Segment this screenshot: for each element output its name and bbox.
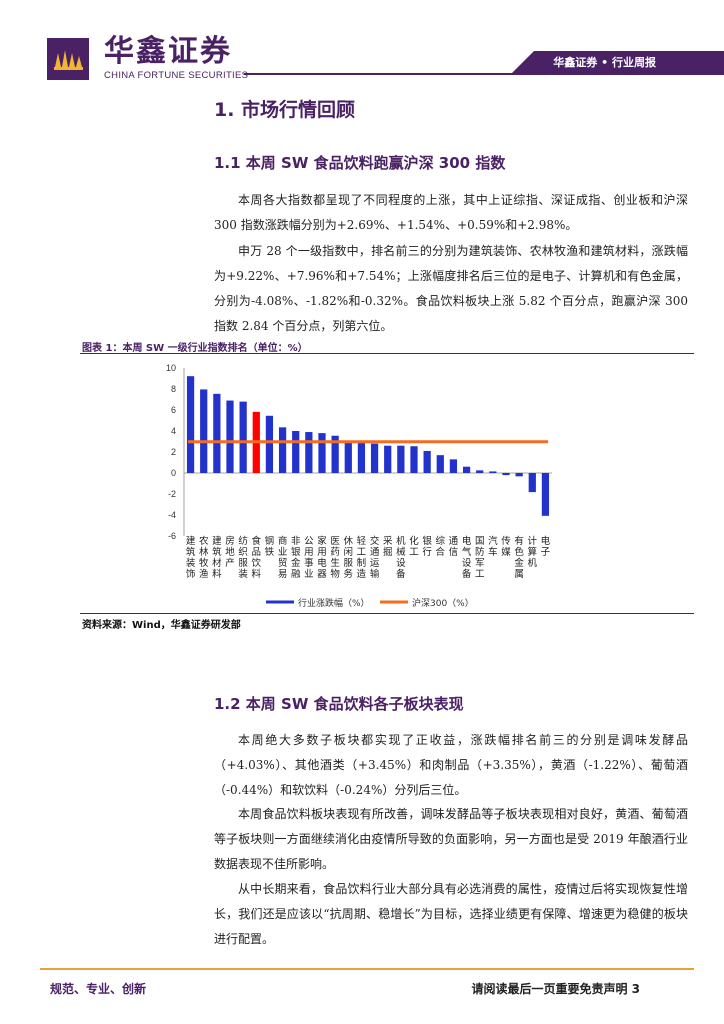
bar-家用电器 bbox=[318, 433, 326, 473]
x-tick-label: 传媒 bbox=[501, 535, 511, 558]
bar-交通运输 bbox=[370, 443, 379, 473]
bar-公用事业 bbox=[305, 432, 313, 473]
bar-银行 bbox=[423, 450, 431, 473]
y-tick-label: 0 bbox=[171, 468, 176, 478]
x-tick-label: 医药生物 bbox=[330, 536, 340, 580]
bar-综合 bbox=[436, 455, 444, 473]
report-tag-label: 华鑫证券 • 行业周报 bbox=[553, 56, 656, 69]
y-tick-label: 6 bbox=[171, 405, 176, 415]
x-tick-label: 钢铁 bbox=[265, 535, 275, 558]
bar-房地产 bbox=[226, 400, 234, 473]
x-tick-label: 休闲服务 bbox=[344, 535, 354, 580]
x-tick-label: 建筑装饰 bbox=[186, 535, 196, 580]
bar-通信 bbox=[449, 459, 458, 473]
bar-机械设备 bbox=[397, 445, 405, 473]
y-tick-label: -4 bbox=[168, 510, 176, 520]
bar-国防军工 bbox=[476, 470, 484, 473]
x-tick-label: 轻工制造 bbox=[357, 535, 367, 580]
x-tick-label: 电气设备 bbox=[462, 535, 472, 580]
section-1-title: 1. 市场行情回顾 bbox=[214, 99, 356, 121]
bar-医药生物 bbox=[331, 435, 339, 473]
y-tick-label: 10 bbox=[166, 363, 176, 373]
x-tick-label: 纺织服装 bbox=[238, 535, 248, 580]
x-tick-label: 家用电器 bbox=[317, 535, 327, 580]
bar-建筑材料 bbox=[213, 393, 221, 473]
bar-商业贸易 bbox=[278, 427, 287, 473]
x-tick-label: 公用事业 bbox=[304, 536, 314, 580]
x-tick-label: 食品饮料 bbox=[252, 535, 262, 580]
bar-电气设备 bbox=[462, 466, 471, 473]
y-tick-label: 4 bbox=[171, 426, 176, 436]
x-tick-label: 国防军工 bbox=[475, 536, 485, 580]
figure-bottom-rule bbox=[80, 613, 694, 614]
legend-line-label: 沪深300（%） bbox=[412, 597, 474, 609]
x-tick-label: 机械设备 bbox=[396, 535, 406, 580]
bar-传媒 bbox=[502, 473, 510, 476]
x-tick-label: 计算机 bbox=[528, 535, 538, 569]
bar-化工 bbox=[410, 446, 418, 473]
x-tick-label: 非银金融 bbox=[291, 535, 301, 580]
section-1-2-paragraph-2: 本周食品饮料板块表现有所改善，调味发酵品等子板块表现相对良好，黄酒、葡萄酒等子板… bbox=[214, 807, 688, 871]
y-tick-label: -2 bbox=[168, 489, 176, 499]
figure-1-source: 资料来源：Wind，华鑫证券研发部 bbox=[82, 620, 241, 631]
x-tick-label: 银行 bbox=[422, 535, 432, 558]
section-1-1-title: 1.1 本周 SW 食品饮料跑赢沪深 300 指数 bbox=[214, 154, 506, 172]
bar-纺织服装 bbox=[239, 401, 247, 473]
bar-电子 bbox=[541, 473, 550, 516]
logo-english-text: CHINA FORTUNE SECURITIES bbox=[104, 70, 249, 81]
section-1-2-paragraph-1: 本周绝大多数子板块都实现了正收益，涨跌幅排名前三的分别是调味发酵品（+4.03%… bbox=[214, 733, 688, 797]
x-tick-label: 电子 bbox=[541, 535, 551, 558]
logo-chinese-text: 华鑫证券 bbox=[104, 34, 232, 69]
section-1-1-paragraph-1: 本周各大指数都呈现了不同程度的上涨，其中上证综指、深证成指、创业板和沪深 300… bbox=[214, 193, 688, 232]
bar-钢铁 bbox=[265, 415, 274, 473]
x-tick-label: 有色金属 bbox=[514, 535, 524, 580]
bar-采掘 bbox=[384, 445, 392, 473]
bar-有色金属 bbox=[515, 473, 523, 477]
section-1-2-title: 1.2 本周 SW 食品饮料各子板块表现 bbox=[214, 695, 464, 713]
x-tick-label: 房地产 bbox=[225, 535, 235, 569]
bar-计算机 bbox=[528, 473, 536, 493]
figure-top-rule bbox=[80, 353, 694, 354]
industry-ranking-chart: -6 -4 -2 0 2 4 6 8 10 建筑装饰农林牧渔建筑材料房地产纺织服装食品饮料钢铁商… bbox=[166, 363, 552, 609]
x-tick-label: 化工 bbox=[409, 535, 419, 558]
x-tick-label: 综合 bbox=[436, 535, 446, 558]
bar-轻工制造 bbox=[357, 443, 366, 473]
x-tick-label: 农林牧渔 bbox=[199, 535, 209, 580]
y-tick-label: 8 bbox=[171, 384, 176, 394]
footer-slogan: 规范、专业、创新 bbox=[50, 982, 147, 996]
x-tick-label: 交通运输 bbox=[370, 535, 380, 580]
section-1-2-paragraph-3: 从中长期来看，食品饮料行业大部分具有必选消费的属性，疫情过后将实现恢复性增长，我… bbox=[214, 882, 688, 946]
bar-汽车 bbox=[489, 471, 497, 473]
header-rule bbox=[244, 73, 724, 75]
bar-休闲服务 bbox=[344, 442, 352, 473]
report-tag: 华鑫证券 • 行业周报 bbox=[512, 51, 724, 73]
section-1-1-paragraph-2: 申万 28 个一级指数中，排名前三的分别为建筑装饰、农林牧渔和建筑材料，涨跌幅为… bbox=[214, 244, 688, 333]
x-tick-label: 通信 bbox=[449, 536, 459, 558]
x-tick-label: 商业贸易 bbox=[278, 535, 288, 580]
legend-bar-label: 行业涨跌幅（%） bbox=[298, 597, 370, 609]
x-tick-label: 建筑材料 bbox=[212, 535, 222, 580]
bar-非银金融 bbox=[292, 431, 300, 473]
x-tick-label: 汽车 bbox=[488, 535, 498, 558]
figure-1-title: 图表 1：本周 SW 一级行业指数排名（单位：%） bbox=[82, 343, 308, 354]
bar-农林牧渔 bbox=[200, 389, 208, 473]
x-tick-label: 采掘 bbox=[383, 536, 393, 558]
company-logo-icon bbox=[47, 38, 89, 80]
footer-rule bbox=[40, 968, 694, 970]
y-tick-label: -6 bbox=[168, 531, 176, 541]
page-header: 华鑫证券 CHINA FORTUNE SECURITIES 华鑫证券 • 行业周… bbox=[0, 0, 724, 90]
footer-disclaimer-page: 请阅读最后一页重要免责声明 3 bbox=[471, 982, 640, 996]
bar-建筑装饰 bbox=[186, 376, 195, 473]
y-tick-label: 2 bbox=[171, 447, 176, 457]
